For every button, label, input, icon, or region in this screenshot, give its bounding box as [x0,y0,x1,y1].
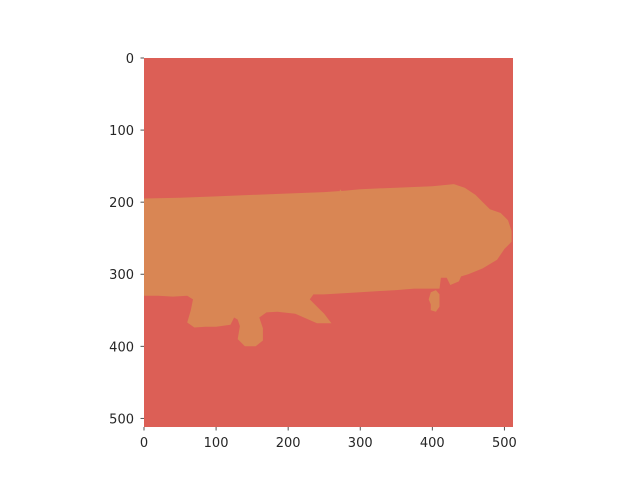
y-tick-label: 400 [109,340,134,355]
y-tick-label: 0 [126,52,134,67]
y-tick-label: 200 [109,196,134,211]
image-plot [144,58,513,427]
x-axis: 0 100 200 300 400 500 [140,427,517,451]
x-tick-label: 0 [140,436,148,451]
y-tick-label: 100 [109,124,134,139]
y-tick-label: 500 [109,412,134,427]
segmentation-region [144,184,512,347]
x-tick-label: 300 [348,436,373,451]
y-axis: 0 100 200 300 400 500 [109,52,144,427]
x-tick-label: 100 [204,436,229,451]
x-tick-label: 200 [276,436,301,451]
x-tick-label: 400 [420,436,445,451]
y-tick-label: 300 [109,268,134,283]
x-tick-label: 500 [492,436,517,451]
